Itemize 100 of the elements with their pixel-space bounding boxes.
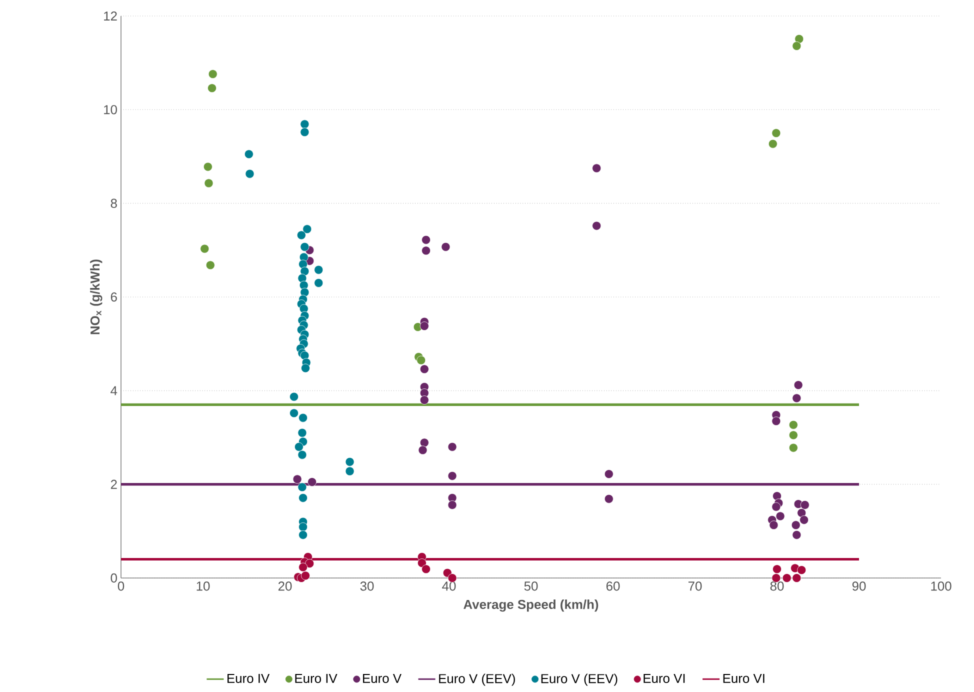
point (441, 242, 450, 252)
point (298, 482, 307, 492)
point (206, 260, 215, 270)
point (298, 274, 307, 283)
point (345, 457, 354, 466)
point (794, 34, 804, 44)
point (298, 522, 308, 532)
legend-label: Euro IV (295, 674, 338, 683)
point (296, 230, 306, 240)
point (290, 392, 299, 402)
point (792, 530, 802, 540)
point (592, 221, 602, 230)
x-tick-label: 40 (442, 582, 456, 591)
point (292, 474, 302, 484)
point (314, 278, 324, 288)
point (420, 322, 429, 331)
x-tick-label: 0 (118, 582, 124, 591)
x-axis-title: Average Speed (km/h) (464, 600, 598, 612)
point (420, 438, 429, 448)
legend-label: Euro IV (228, 674, 270, 683)
y-tick-label: 2 (110, 480, 117, 489)
point (298, 562, 308, 572)
x-tick-label: 10 (196, 582, 210, 591)
legend-label: Euro VI (644, 674, 685, 683)
point (448, 574, 457, 582)
point (208, 84, 217, 93)
point (298, 493, 308, 502)
point (420, 396, 429, 405)
point (300, 242, 310, 252)
point (772, 128, 781, 138)
point (769, 520, 778, 530)
x-tick-label: 90 (852, 582, 866, 591)
point (794, 380, 803, 390)
point (788, 443, 798, 452)
y-axis-title: NO$_{x}$ (g/kWh) (90, 260, 102, 334)
point (208, 70, 218, 79)
point (792, 574, 802, 582)
point (416, 356, 426, 365)
point (298, 260, 308, 269)
point (800, 515, 809, 524)
point (345, 466, 354, 476)
point (308, 478, 317, 486)
point (422, 246, 431, 256)
point (776, 512, 785, 521)
point (298, 530, 308, 540)
y-tick-label: 0 (110, 573, 117, 583)
point (299, 280, 308, 290)
point (448, 471, 457, 480)
x-tick-label: 70 (688, 582, 702, 591)
legend-label: Euro VI (723, 674, 764, 683)
point (298, 413, 308, 422)
point (782, 574, 792, 582)
point (422, 564, 431, 574)
point (800, 500, 810, 510)
point (797, 566, 806, 575)
point (604, 494, 614, 504)
x-tick-label: 100 (931, 582, 952, 591)
point (294, 442, 304, 452)
point (788, 420, 798, 430)
point (244, 150, 254, 159)
point (768, 139, 778, 148)
point (245, 169, 254, 178)
point (604, 470, 614, 479)
point (305, 559, 314, 568)
point (290, 408, 299, 418)
x-tick-label: 80 (770, 582, 784, 591)
point (791, 520, 800, 530)
point (302, 224, 312, 234)
x-tick-label: 50 (524, 582, 538, 591)
point (772, 416, 781, 426)
point (300, 266, 310, 276)
y-tick-label: 8 (110, 198, 117, 208)
y-tick-label: 6 (110, 292, 117, 302)
legend-label: Euro V (363, 674, 402, 683)
point (298, 428, 307, 438)
point (772, 564, 782, 574)
point (792, 41, 802, 50)
x-tick-label: 20 (278, 582, 292, 591)
point (418, 446, 428, 455)
point (592, 164, 602, 173)
y-tick-label: 10 (104, 105, 117, 114)
point (772, 502, 781, 512)
x-tick-label: 60 (606, 582, 620, 591)
point (300, 120, 310, 129)
y-tick-label: 12 (104, 11, 117, 21)
point (788, 430, 798, 440)
point (298, 450, 307, 460)
point (792, 394, 802, 403)
point (301, 571, 310, 580)
point (203, 162, 212, 172)
point (300, 288, 310, 297)
point (420, 364, 429, 374)
point (204, 178, 214, 188)
x-tick-label: 30 (360, 582, 374, 591)
point (422, 235, 431, 244)
point (448, 500, 457, 510)
point (300, 128, 310, 137)
legend-label: Euro V (EEV) (439, 674, 515, 686)
point (314, 265, 324, 274)
legend-label: Euro V (EEV) (541, 674, 618, 686)
